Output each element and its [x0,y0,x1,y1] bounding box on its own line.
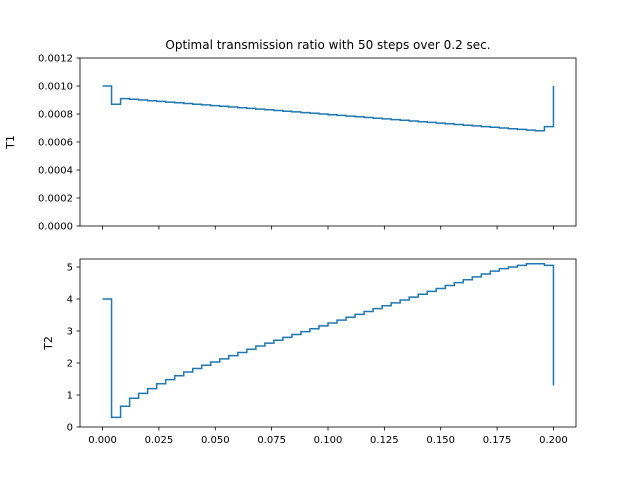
x-tick-label: 0.100 [314,435,343,446]
y-tick-label: 2 [67,359,73,370]
y-tick-label: 0.0004 [38,166,73,177]
x-tick-label: 0.050 [201,435,230,446]
y-tick-label: 0.0010 [38,82,73,93]
chart-title: Optimal transmission ratio with 50 steps… [165,38,490,52]
axes-t1: 0.0000 0.0002 0.0004 0.0006 0.0008 0.0010 0.00… [4,54,577,233]
y-axis-label: T1 [4,135,17,150]
y-tick-label: 0.0000 [38,222,73,233]
x-tick-label: 0.200 [539,435,568,446]
x-tick-label: 0.000 [88,435,117,446]
y-axis-label: T2 [42,336,55,351]
y-tick-label: 4 [67,295,73,306]
y-tick-label: 0.0008 [38,110,73,121]
x-tick-label: 0.175 [483,435,512,446]
y-tick-label: 5 [67,263,73,274]
x-tick-label: 0.125 [370,435,399,446]
y-tick-label: 0 [67,423,73,434]
x-tick-label: 0.150 [426,435,455,446]
y-tick-label: 3 [67,327,73,338]
x-tick-label: 0.075 [257,435,286,446]
y-tick-label: 0.0002 [38,194,73,205]
y-tick-label: 0.0006 [38,138,73,149]
axes-t2: 0 1 2 3 4 5 0.000 0.025 0.050 0.075 0.100 0.125 0.15… [42,258,577,446]
y-tick-label: 1 [67,391,73,402]
series-line-t2 [102,263,555,419]
x-tick-label: 0.025 [145,435,174,446]
y-tick-label: 0.0012 [38,54,73,65]
series-line-t1 [102,85,555,132]
